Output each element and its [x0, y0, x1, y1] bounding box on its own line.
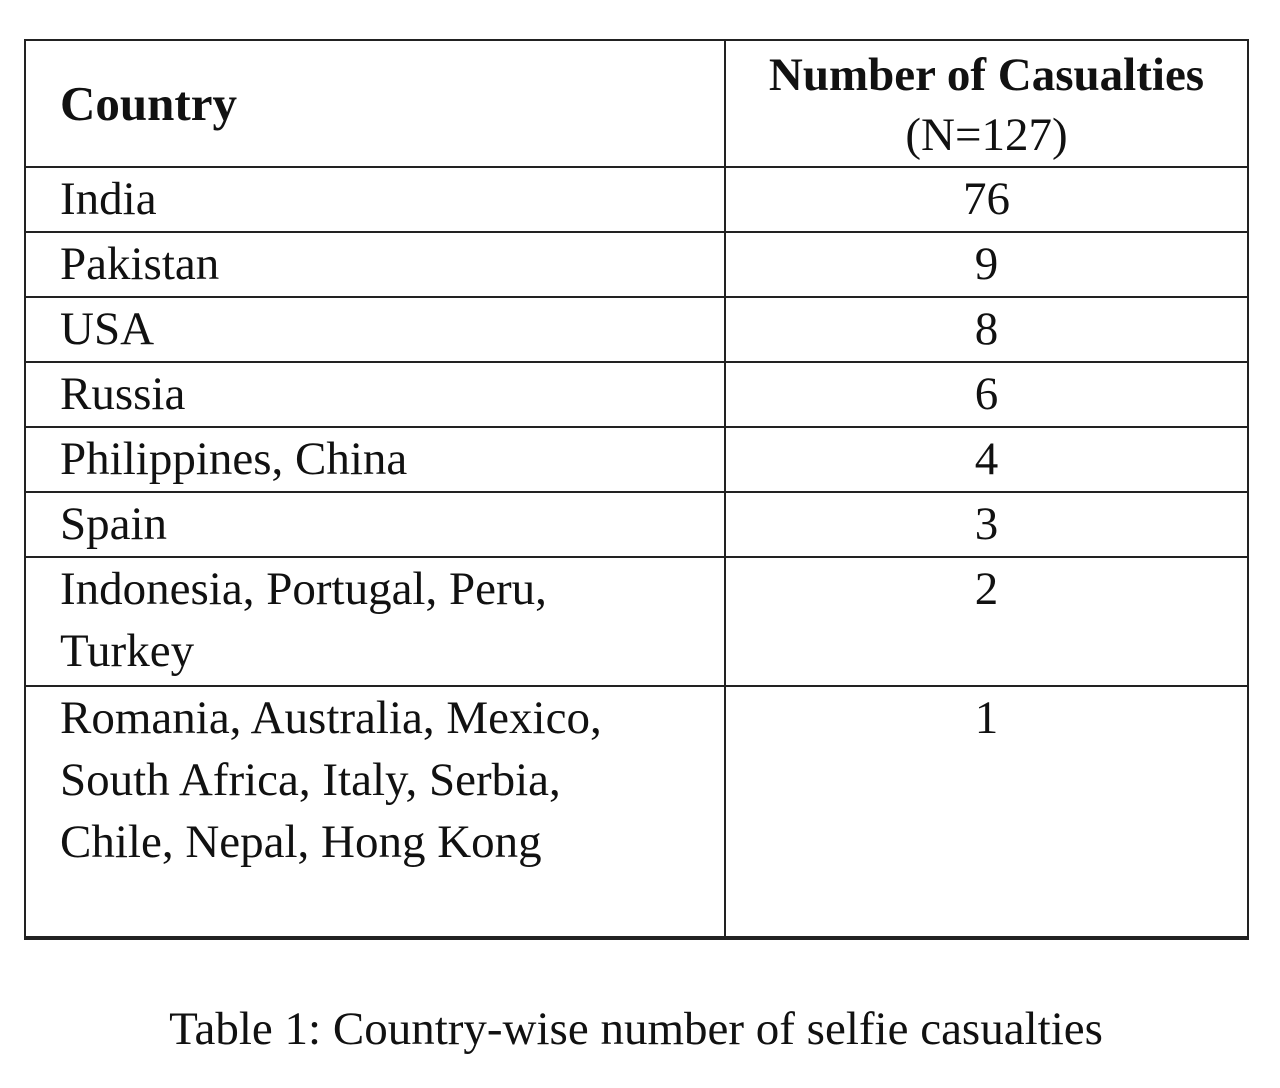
- country-cell: USA: [24, 296, 726, 363]
- country-cell: Indonesia, Portugal, Peru, Turkey: [24, 556, 726, 687]
- country-cell: India: [24, 166, 726, 233]
- count-cell: 1: [724, 685, 1249, 939]
- table-row: Spain 3: [24, 491, 1249, 558]
- casualties-table: Country Number of Casualties (N=127) Ind…: [24, 39, 1249, 940]
- table-row: Romania, Australia, Mexico, South Africa…: [24, 685, 1249, 939]
- table-row: Pakistan 9: [24, 231, 1249, 298]
- count-cell: 9: [724, 231, 1249, 298]
- count-cell: 3: [724, 491, 1249, 558]
- table-row: Indonesia, Portugal, Peru, Turkey 2: [24, 556, 1249, 687]
- count-cell: 8: [724, 296, 1249, 363]
- country-cell: Philippines, China: [24, 426, 726, 493]
- table-row: USA 8: [24, 296, 1249, 363]
- country-cell: Russia: [24, 361, 726, 428]
- header-casualties: Number of Casualties (N=127): [724, 39, 1249, 168]
- count-cell: 4: [724, 426, 1249, 493]
- table-caption: Table 1: Country-wise number of selfie c…: [169, 1003, 1103, 1055]
- header-country: Country: [24, 39, 726, 168]
- header-casualties-title: Number of Casualties: [768, 49, 1205, 101]
- country-cell: Spain: [24, 491, 726, 558]
- table-row: Philippines, China 4: [24, 426, 1249, 493]
- country-cell: Pakistan: [24, 231, 726, 298]
- table-row: India 76: [24, 166, 1249, 233]
- count-cell: 6: [724, 361, 1249, 428]
- country-cell: Romania, Australia, Mexico, South Africa…: [24, 685, 726, 939]
- header-casualties-n: (N=127): [905, 109, 1068, 161]
- table-row: Russia 6: [24, 361, 1249, 428]
- header-row: Country Number of Casualties (N=127): [24, 39, 1249, 168]
- count-cell: 2: [724, 556, 1249, 687]
- count-cell: 76: [724, 166, 1249, 233]
